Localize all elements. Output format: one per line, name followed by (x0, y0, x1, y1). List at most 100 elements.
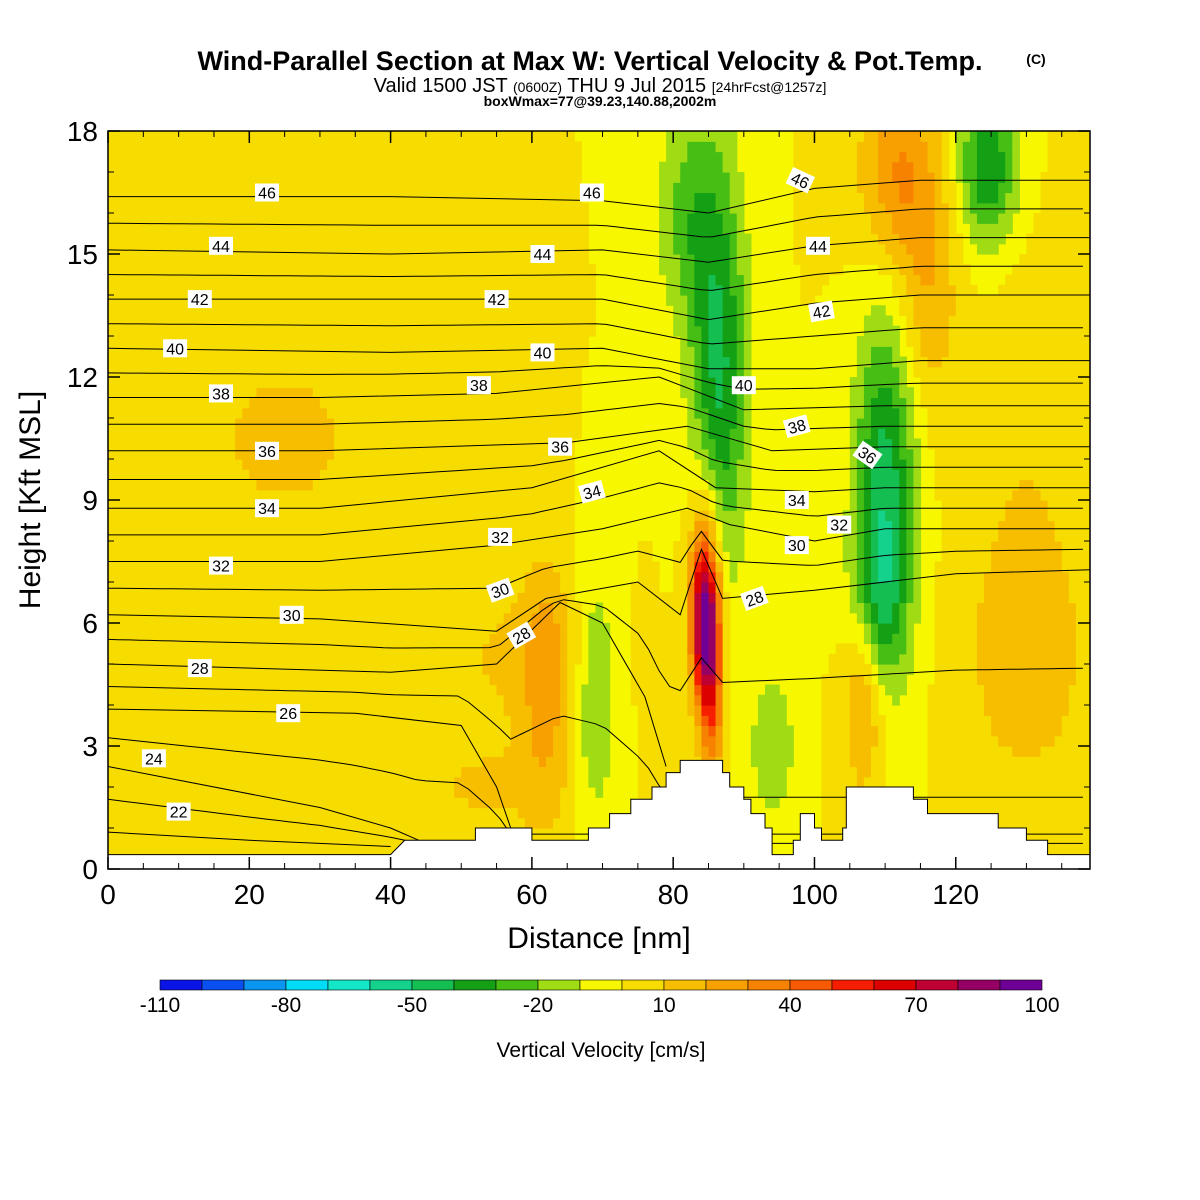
velocity-cell (1061, 500, 1070, 511)
velocity-cell (948, 459, 957, 470)
velocity-cell (228, 705, 236, 716)
velocity-cell (722, 479, 731, 491)
velocity-cell (122, 674, 130, 686)
velocity-cell (998, 694, 1006, 706)
velocity-cell (687, 438, 695, 450)
velocity-cell (715, 612, 724, 624)
velocity-cell (270, 766, 279, 778)
velocity-cell (404, 541, 413, 552)
velocity-cell (256, 787, 265, 798)
velocity-cell (546, 418, 554, 429)
velocity-cell (319, 602, 328, 614)
velocity-cell (673, 715, 681, 727)
velocity-cell (150, 520, 159, 532)
velocity-cell (397, 807, 406, 819)
velocity-cell (447, 787, 455, 798)
velocity-cell (376, 612, 385, 624)
velocity-cell (906, 633, 914, 645)
velocity-cell (856, 735, 865, 747)
velocity-cell (376, 787, 385, 798)
velocity-cell (659, 602, 667, 614)
velocity-cell (553, 776, 561, 788)
velocity-cell (588, 633, 597, 645)
velocity-cell (228, 787, 236, 798)
velocity-cell (334, 612, 342, 624)
velocity-cell (567, 623, 575, 634)
velocity-cell (291, 766, 300, 778)
velocity-cell (1026, 817, 1035, 829)
velocity-cell (1033, 643, 1042, 655)
velocity-cell (998, 684, 1006, 696)
velocity-cell (496, 756, 505, 768)
velocity-cell (228, 746, 236, 757)
velocity-cell (362, 592, 370, 604)
velocity-cell (284, 653, 293, 665)
velocity-cell (1040, 520, 1049, 532)
velocity-cell (666, 715, 674, 727)
velocity-cell (503, 725, 512, 737)
velocity-cell (461, 817, 469, 829)
velocity-cell (948, 428, 957, 440)
velocity-cell (863, 684, 872, 696)
velocity-cell (538, 428, 547, 440)
velocity-cell (171, 479, 180, 491)
velocity-cell (1061, 612, 1070, 624)
velocity-cell (595, 653, 604, 665)
velocity-cell (256, 551, 265, 563)
velocity-cell (327, 479, 335, 491)
velocity-cell (115, 766, 123, 778)
velocity-cell (192, 510, 201, 522)
velocity-cell (355, 500, 363, 511)
velocity-cell (312, 520, 321, 532)
velocity-cell (969, 500, 978, 511)
velocity-cell (1054, 684, 1063, 696)
velocity-cell (729, 448, 738, 460)
velocity-cell (962, 653, 971, 665)
velocity-cell (355, 530, 363, 542)
velocity-cell (291, 582, 300, 593)
velocity-cell (397, 612, 406, 624)
velocity-cell (969, 418, 978, 429)
velocity-cell (390, 643, 399, 655)
velocity-cell (157, 766, 166, 778)
velocity-cell (291, 746, 300, 757)
velocity-cell (1040, 756, 1049, 768)
velocity-cell (524, 459, 533, 470)
velocity-cell (199, 407, 208, 419)
velocity-cell (150, 571, 159, 583)
velocity-cell (150, 776, 159, 788)
velocity-cell (199, 828, 208, 839)
velocity-cell (270, 776, 279, 788)
velocity-cell (503, 592, 512, 604)
velocity-cell (256, 428, 265, 440)
velocity-cell (1005, 623, 1013, 634)
velocity-cell (312, 612, 321, 624)
velocity-cell (524, 582, 533, 593)
velocity-cell (228, 510, 236, 522)
velocity-cell (440, 510, 448, 522)
velocity-cell (454, 448, 462, 460)
velocity-cell (468, 479, 476, 491)
velocity-cell (298, 828, 307, 839)
velocity-cell (906, 418, 914, 429)
velocity-cell (468, 551, 476, 563)
velocity-cell (136, 807, 144, 819)
velocity-cell (263, 520, 272, 532)
velocity-cell (122, 510, 130, 522)
velocity-cell (546, 551, 554, 563)
velocity-cell (1082, 746, 1090, 757)
velocity-cell (327, 500, 335, 511)
velocity-cell (454, 807, 462, 819)
velocity-cell (108, 602, 116, 614)
velocity-cell (1040, 746, 1049, 757)
velocity-cell (319, 530, 328, 542)
velocity-cell (235, 612, 243, 624)
velocity-cell (538, 735, 547, 747)
velocity-cell (482, 418, 491, 429)
velocity-cell (185, 459, 194, 470)
velocity-cell (404, 418, 413, 429)
velocity-cell (284, 694, 293, 706)
velocity-cell (1012, 582, 1020, 593)
velocity-cell (934, 735, 943, 747)
velocity-cell (644, 766, 653, 778)
